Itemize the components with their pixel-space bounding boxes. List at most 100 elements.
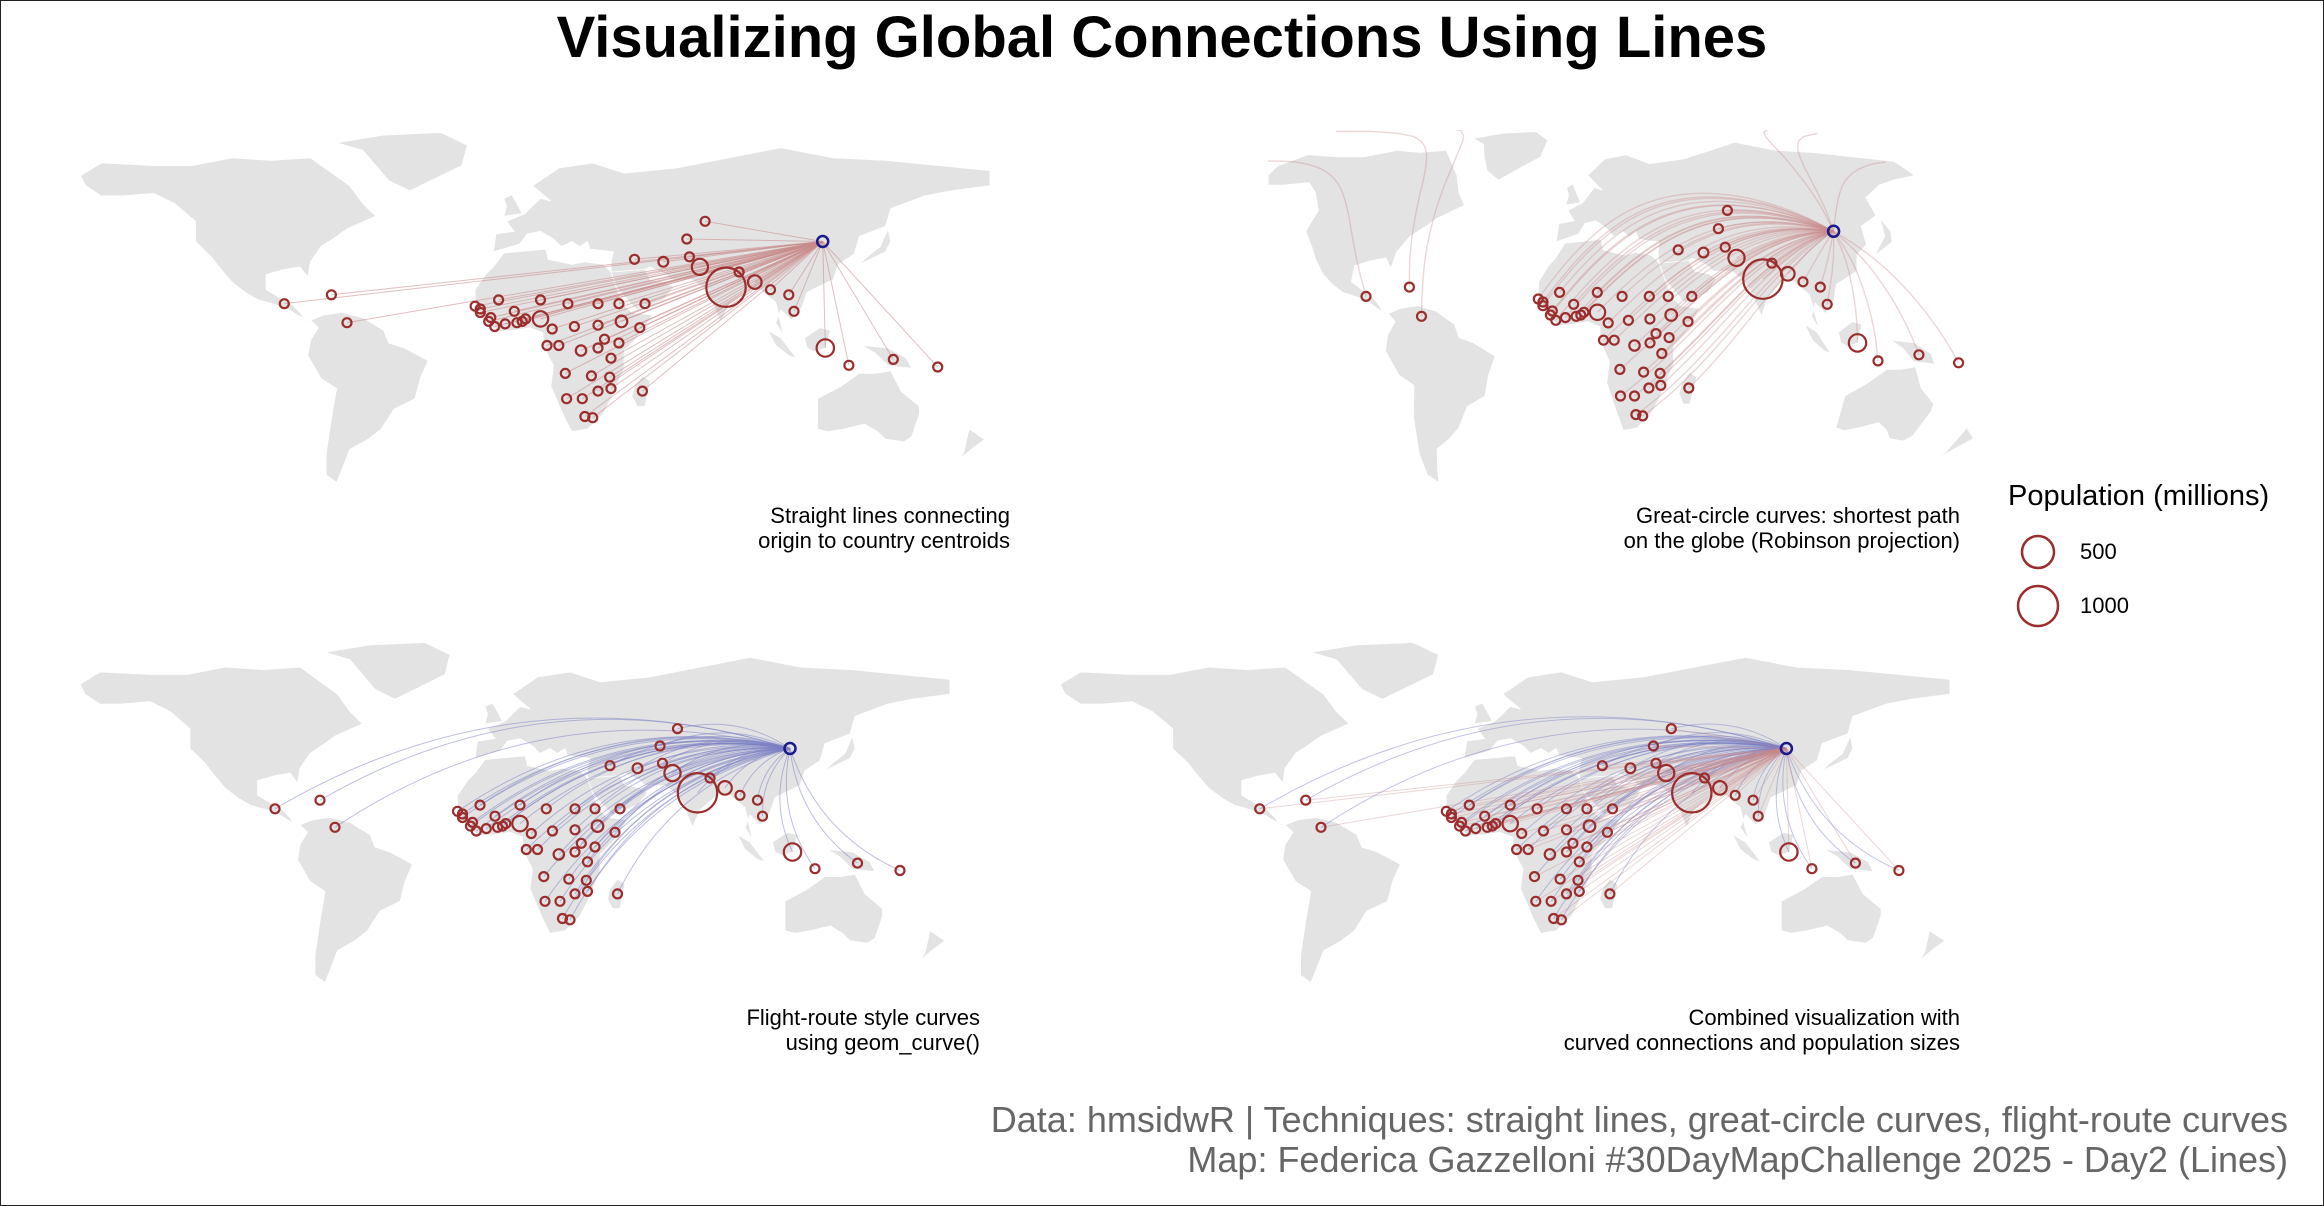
country-point [681, 233, 693, 245]
origin-point [815, 234, 830, 249]
connection-line [1534, 748, 1787, 877]
connection-line [1649, 230, 1834, 320]
country-point [1647, 740, 1660, 752]
country-point [1582, 819, 1597, 834]
country-point [569, 846, 581, 858]
connection-line [1621, 223, 1834, 297]
connection-line [619, 747, 791, 810]
land-japan [1874, 217, 1893, 256]
country-point [1530, 895, 1542, 907]
land-indonesia-sumatra [766, 329, 798, 359]
connection-line [1484, 740, 1787, 817]
connection-line [1542, 196, 1834, 303]
connection-line [1549, 747, 1787, 855]
country-point [1560, 803, 1573, 815]
land-uk [503, 194, 523, 217]
country-point [932, 361, 944, 373]
country-point [611, 888, 624, 900]
connection-line [1785, 748, 1790, 852]
country-point [605, 383, 617, 395]
connection-line [1736, 230, 1834, 259]
country-point [614, 314, 629, 329]
country-point [1537, 825, 1550, 837]
country-point [569, 803, 581, 815]
country-point [733, 266, 745, 278]
land-australia [1835, 366, 1935, 442]
credits-line-1: Data: hmsidwR | Techniques: straight lin… [990, 1099, 2288, 1140]
connection-line [1566, 747, 1787, 831]
connection-line [1691, 747, 1787, 794]
legend-item: 1000 [2008, 579, 2308, 633]
connection-line [1465, 747, 1787, 832]
connection-line [1566, 744, 1787, 810]
connection-line [591, 241, 823, 377]
map-panel-great-circle [1168, 130, 2008, 490]
connection-line [705, 220, 823, 243]
country-point [656, 757, 669, 769]
connection-line [1549, 204, 1834, 316]
connection-line [1516, 747, 1787, 850]
connection-line [1550, 748, 1787, 902]
connection-line [1659, 230, 1834, 374]
connection-line [699, 241, 823, 268]
legend-label: 1000 [2080, 593, 2129, 618]
connection-line [1305, 717, 1787, 801]
country-point [520, 313, 532, 325]
country-point [592, 342, 604, 354]
country-point [581, 856, 594, 868]
country-point [1630, 409, 1642, 421]
country-point [1300, 794, 1312, 806]
connection-line [1551, 204, 1834, 312]
country-point [1596, 760, 1608, 772]
connection-line [1666, 747, 1787, 774]
population-points [269, 723, 906, 926]
connection-line [1336, 130, 1835, 288]
connection-line [1446, 735, 1787, 812]
connection-line [1575, 215, 1834, 317]
connection-line [1589, 747, 1787, 827]
connection-line [1691, 230, 1834, 297]
connection-line [1537, 192, 1834, 300]
connection-line [1665, 744, 1787, 774]
country-point [690, 257, 710, 277]
land-south-america [297, 817, 414, 984]
caption-line-2: using geom_curve() [785, 1030, 980, 1055]
country-point [480, 823, 492, 835]
connection-line [642, 241, 824, 392]
connection-line [1578, 748, 1787, 892]
country-point [278, 298, 290, 310]
connection-line [1648, 230, 1834, 389]
connection-line [739, 748, 791, 796]
country-point [734, 789, 746, 801]
legend-circle-icon [2020, 534, 2056, 570]
connection-line [1461, 747, 1787, 823]
connection-line [1668, 230, 1834, 339]
land-new-zealand [1918, 930, 1946, 961]
country-point [1712, 779, 1728, 796]
country-point [1415, 310, 1428, 322]
country-point [815, 338, 836, 358]
connection-line [1589, 747, 1787, 827]
connection-line [1555, 209, 1834, 321]
connection-line [334, 729, 791, 828]
country-point [592, 385, 604, 397]
connection-line [709, 747, 791, 779]
country-point [1403, 281, 1415, 293]
connection-line [1718, 221, 1834, 232]
land-south-america [1384, 305, 1496, 484]
country-point [569, 824, 581, 836]
legend-title: Population (millions) [2008, 480, 2270, 512]
panel-caption-flight: Flight-route style curves using geom_cur… [530, 1005, 980, 1055]
country-point [1528, 871, 1541, 883]
connection-line [621, 241, 823, 322]
land-greenland [1310, 642, 1440, 700]
country-point [325, 289, 337, 301]
connection-line [1320, 747, 1787, 828]
connection-line [663, 241, 823, 263]
population-points [1254, 723, 1905, 926]
country-point [751, 794, 764, 806]
country-point [564, 914, 576, 926]
connection-line [346, 241, 823, 324]
country-point [574, 344, 588, 357]
connection-line [1687, 230, 1834, 323]
